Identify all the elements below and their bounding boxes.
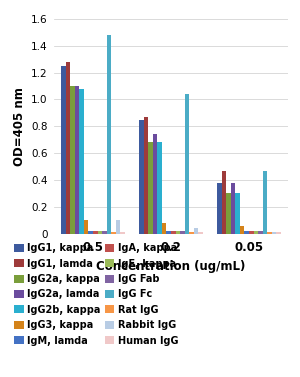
Bar (198, 232, 203, 234)
Bar (144, 117, 148, 234)
Bar (70, 86, 75, 234)
Bar (139, 120, 144, 234)
Bar (120, 232, 125, 234)
Bar (194, 228, 198, 234)
Bar (263, 171, 267, 234)
Bar (66, 62, 70, 234)
Bar (93, 231, 98, 234)
Bar (249, 231, 254, 234)
Bar (111, 232, 116, 234)
Bar (189, 232, 194, 234)
Bar (176, 231, 180, 234)
Bar (244, 231, 249, 234)
Bar (167, 231, 171, 234)
Bar (157, 143, 162, 234)
Bar (153, 134, 157, 234)
Bar (276, 232, 281, 234)
Bar (272, 232, 276, 234)
Bar (116, 220, 120, 234)
Bar (240, 226, 244, 234)
Bar (235, 193, 240, 234)
Bar (102, 231, 107, 234)
Bar (217, 183, 222, 234)
Bar (254, 231, 258, 234)
Bar (162, 223, 166, 234)
Legend: IgG1, kappa, IgG1, lamda, IgG2a, kappa, IgG2a, lamda, IgG2b, kappa, IgG3, kappa,: IgG1, kappa, IgG1, lamda, IgG2a, kappa, … (14, 244, 179, 345)
Bar (88, 231, 93, 234)
X-axis label: Concentration (ug/mL): Concentration (ug/mL) (96, 260, 246, 273)
Bar (180, 231, 185, 234)
Bar (222, 171, 226, 234)
Bar (231, 183, 235, 234)
Bar (61, 66, 66, 234)
Bar (84, 220, 88, 234)
Bar (98, 231, 102, 234)
Bar (148, 143, 153, 234)
Bar (258, 231, 263, 234)
Bar (79, 89, 84, 234)
Bar (267, 232, 272, 234)
Bar (226, 193, 231, 234)
Y-axis label: OD=405 nm: OD=405 nm (13, 87, 26, 166)
Bar (75, 86, 79, 234)
Bar (171, 231, 175, 234)
Bar (107, 35, 111, 234)
Bar (185, 94, 189, 234)
